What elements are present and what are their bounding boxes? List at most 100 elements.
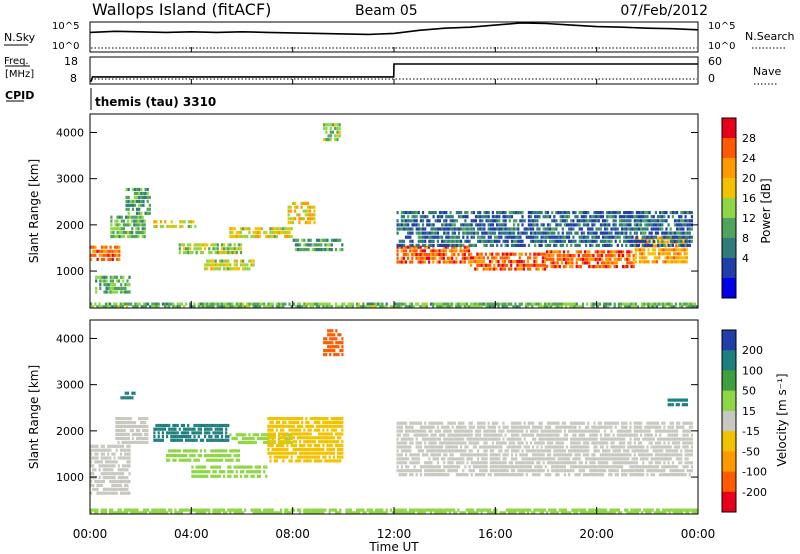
power-cell [540, 223, 543, 227]
power-cell [691, 305, 694, 309]
velocity-cell [254, 440, 257, 445]
power-cell [641, 302, 644, 306]
velocity-cell [421, 429, 425, 433]
power-cell [425, 253, 429, 257]
velocity-cell [107, 460, 110, 464]
velocity-cell [227, 458, 230, 462]
velocity-cell [195, 438, 198, 442]
velocity-cell [631, 445, 634, 449]
velocity-cell [409, 453, 412, 457]
velocity-cell [432, 433, 435, 437]
power-cell [94, 302, 97, 306]
power-cell [567, 254, 570, 258]
velocity-cell [273, 417, 276, 421]
power-cell [127, 215, 130, 219]
velocity-cell [100, 479, 103, 484]
velocity-cell [102, 476, 105, 480]
power-cell [242, 227, 245, 231]
power-cell [590, 254, 593, 258]
power-cell [424, 231, 427, 235]
velocity-cell [178, 427, 181, 431]
power-cell [233, 267, 236, 271]
velocity-cell [258, 474, 262, 478]
power-cell [565, 254, 568, 258]
power-cell [623, 215, 626, 219]
power-cell [603, 250, 606, 254]
power-cell [455, 219, 458, 223]
power-cell [650, 235, 653, 239]
velocity-cell [407, 469, 410, 473]
velocity-cell [525, 465, 528, 469]
power-cell [599, 239, 602, 243]
power-cell [688, 239, 691, 243]
velocity-cell [277, 443, 281, 448]
power-cell [568, 215, 571, 219]
velocity-cell [608, 433, 611, 437]
velocity-cell [534, 425, 537, 429]
power-cell [459, 305, 462, 309]
velocity-cell [337, 345, 340, 349]
power-cell [214, 263, 217, 267]
velocity-cell [218, 438, 221, 442]
velocity-cell [292, 424, 295, 428]
velocity-cell [282, 432, 285, 436]
power-cell [436, 239, 439, 243]
velocity-cell [121, 436, 124, 440]
velocity-cell [633, 425, 636, 429]
power-cell [143, 227, 146, 231]
power-cell [592, 302, 595, 306]
velocity-cell [286, 437, 289, 441]
velocity-cell [174, 431, 177, 435]
power-cell [223, 243, 226, 247]
velocity-cell [168, 431, 171, 435]
power-cell [337, 305, 340, 309]
velocity-cell [479, 425, 482, 429]
velocity-cell [443, 461, 446, 465]
velocity-cell [161, 435, 164, 439]
power-cell [647, 302, 650, 306]
power-cell [524, 305, 528, 309]
power-cell [375, 302, 378, 306]
velocity-cell [273, 424, 276, 428]
power-cell [516, 267, 519, 271]
velocity-cell [627, 453, 630, 457]
power-cell [636, 248, 639, 252]
power-cell [688, 243, 691, 247]
velocity-cell [407, 449, 410, 453]
velocity-cell [337, 417, 340, 421]
power-cell [549, 243, 552, 247]
velocity-cell [419, 465, 422, 469]
velocity-cell [565, 469, 569, 473]
power-cell [453, 227, 456, 231]
velocity-cell [199, 431, 202, 435]
power-cell [491, 239, 494, 243]
power-cell [291, 221, 295, 225]
velocity-cell [513, 465, 516, 469]
velocity-cell [318, 424, 321, 428]
velocity-cell [269, 424, 272, 428]
power-cell [508, 231, 511, 235]
velocity-cell [282, 417, 285, 421]
velocity-cell [315, 455, 319, 459]
power-cell [407, 253, 410, 257]
velocity-cell [142, 440, 145, 444]
power-cell [661, 227, 664, 231]
power-cell [538, 227, 541, 231]
power-cell [258, 234, 262, 239]
power-cell [690, 211, 693, 215]
velocity-cell [618, 429, 621, 433]
power-cell [381, 305, 384, 309]
velocity-cell [402, 445, 406, 449]
velocity-cell [417, 441, 420, 445]
velocity-cell [451, 461, 454, 465]
power-cell [676, 211, 679, 215]
velocity-cell [510, 473, 514, 477]
velocity-cell [214, 470, 217, 474]
velocity-cell [430, 469, 433, 473]
power-cell [497, 263, 500, 267]
velocity-cell [128, 491, 131, 495]
velocity-cell [204, 470, 207, 474]
power-cell [313, 248, 316, 252]
power-cell [443, 211, 446, 215]
velocity-cell [570, 465, 573, 469]
